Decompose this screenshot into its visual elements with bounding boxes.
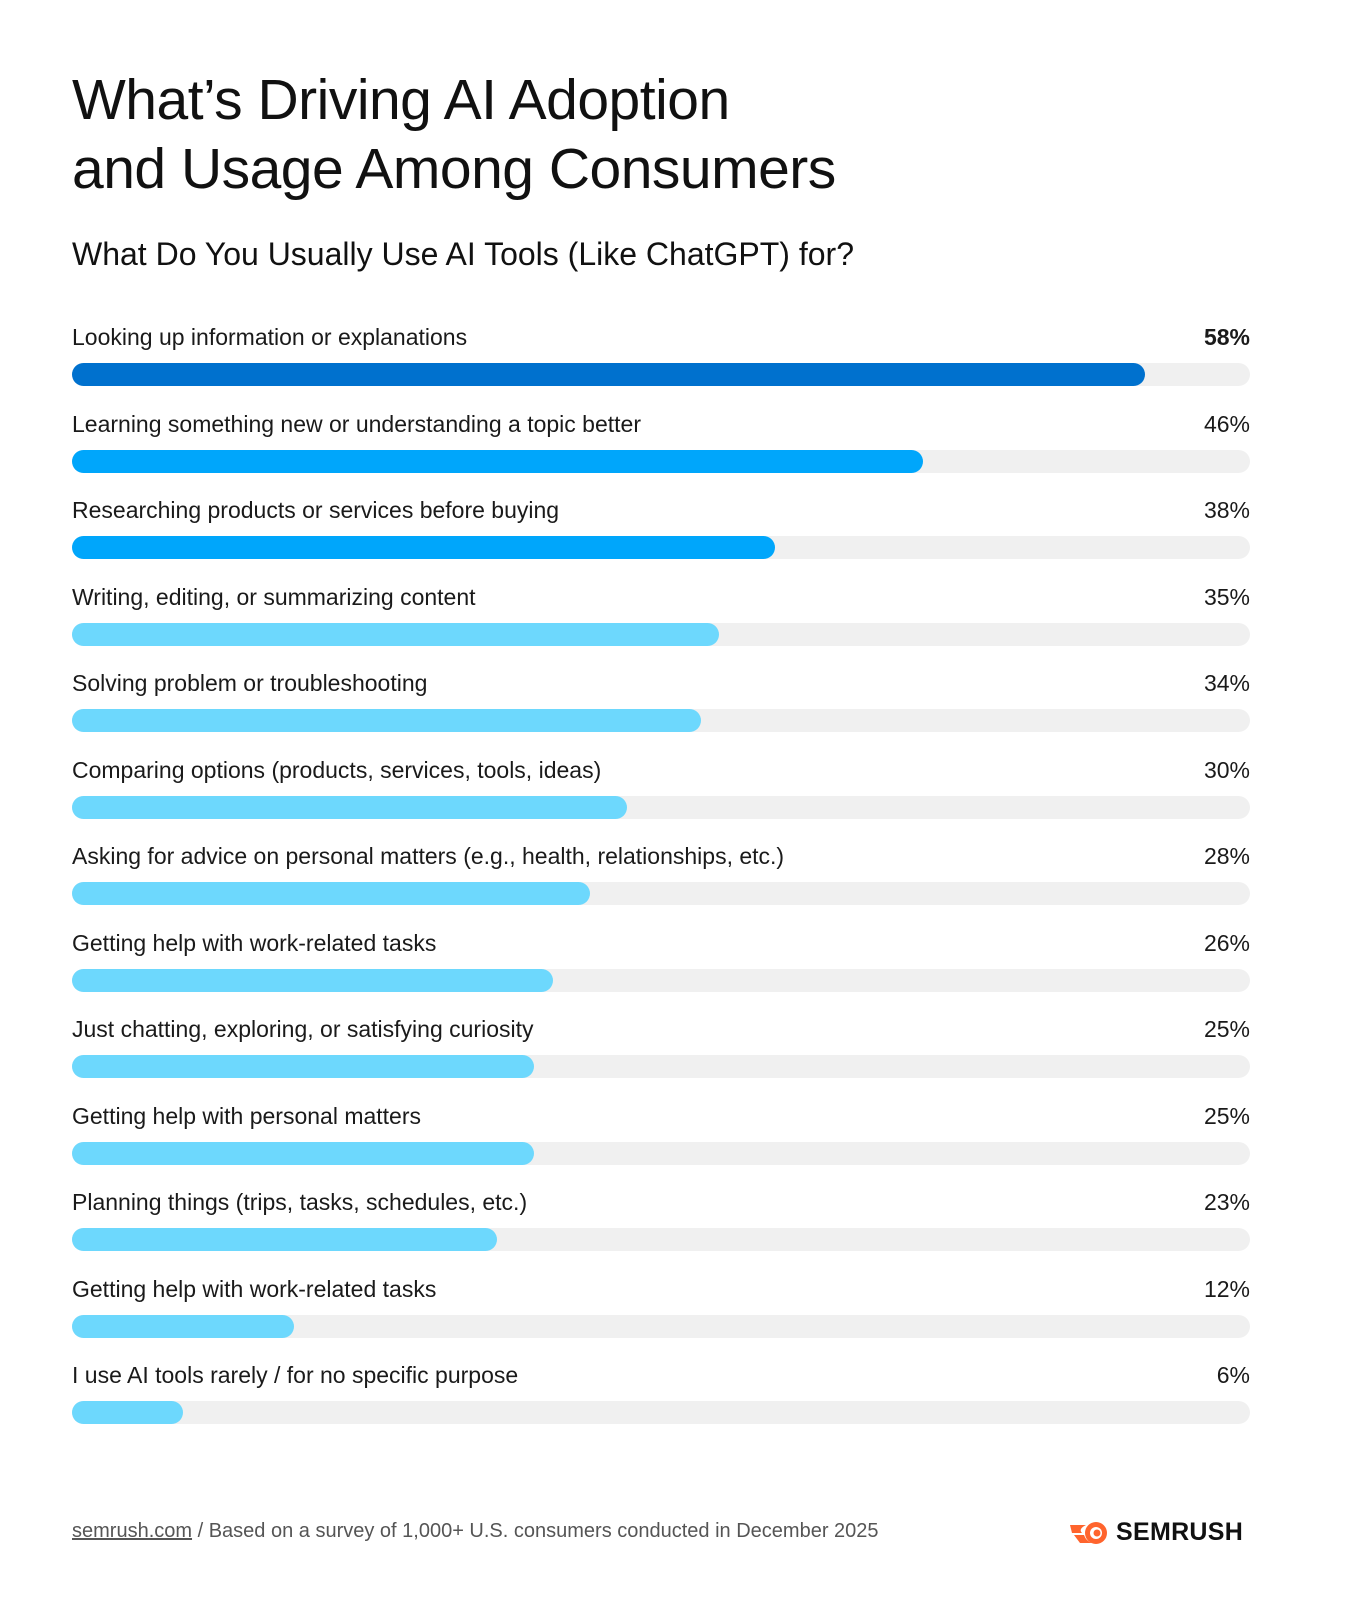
bar <box>72 795 627 819</box>
bar-track <box>72 1055 1250 1078</box>
bar-track <box>72 1314 1250 1338</box>
bar-row: Planning things (trips, tasks, schedules… <box>72 1187 1250 1274</box>
value-label: 30% <box>1203 756 1250 783</box>
semrush-fire-icon <box>1070 1521 1107 1544</box>
bar-row: I use AI tools rarely / for no specific … <box>72 1360 1250 1447</box>
category-label: Getting help with work-related tasks <box>72 929 437 956</box>
category-label: Looking up information or explanations <box>72 324 468 350</box>
bar-track <box>72 1228 1250 1251</box>
bar <box>72 1141 535 1165</box>
bar-track <box>72 709 1250 732</box>
category-label: Asking for advice on personal matters (e… <box>72 843 785 869</box>
value-label: 46% <box>1203 410 1250 437</box>
bar-row: Looking up information or explanations 58… <box>72 322 1250 409</box>
value-label: 28% <box>1203 843 1250 869</box>
bar <box>72 1401 183 1424</box>
bar <box>72 968 553 992</box>
bar <box>72 709 701 732</box>
bar <box>72 1055 535 1078</box>
chart-subtitle: What Do You Usually Use AI Tools (Like C… <box>72 236 854 272</box>
bar-row: Just chatting, exploring, or satisfying … <box>72 1014 1250 1101</box>
bar <box>72 536 775 559</box>
source-link[interactable]: semrush.com <box>72 1520 193 1542</box>
page-title: What’s Driving AI Adoption and Usage Amon… <box>72 66 836 204</box>
bar-row: Getting help with personal matters 25% <box>72 1101 1250 1188</box>
bar-track <box>72 622 1250 646</box>
category-label: I use AI tools rarely / for no specific … <box>72 1362 519 1388</box>
value-label: 58% <box>1203 324 1250 350</box>
bar-row: Solving problem or troubleshooting 34% <box>72 668 1250 755</box>
bar-row: Getting help with work-related tasks 12% <box>72 1274 1250 1361</box>
value-label: 35% <box>1203 583 1250 610</box>
bar-track <box>72 1141 1250 1165</box>
bar-track <box>72 795 1250 819</box>
bar <box>72 882 590 905</box>
bar-row: Learning something new or understanding … <box>72 409 1250 496</box>
category-label: Solving problem or troubleshooting <box>72 670 428 696</box>
footer: semrush.com / Based on a survey of 1,000… <box>72 1520 879 1543</box>
bar-track <box>72 449 1250 473</box>
bar <box>72 622 720 646</box>
category-label: Getting help with personal matters <box>72 1102 422 1129</box>
value-label: 34% <box>1203 670 1250 696</box>
bar-row: Getting help with work-related tasks 26% <box>72 928 1250 1015</box>
bar <box>72 1228 498 1251</box>
category-label: Learning something new or understanding … <box>72 410 641 437</box>
value-label: 26% <box>1203 929 1250 956</box>
bar-row: Researching products or services before … <box>72 495 1250 582</box>
bar <box>72 363 1145 386</box>
semrush-logo: SEMRUSH <box>1068 1518 1243 1547</box>
category-label: Getting help with work-related tasks <box>72 1275 437 1302</box>
category-label: Researching products or services before … <box>72 497 560 523</box>
title-line-2: and Usage Among Consumers <box>72 137 836 201</box>
bar-track <box>72 1401 1250 1424</box>
category-label: Planning things (trips, tasks, schedules… <box>72 1189 528 1215</box>
value-label: 25% <box>1203 1016 1250 1042</box>
bar-row: Asking for advice on personal matters (e… <box>72 841 1250 928</box>
category-label: Comparing options (products, services, t… <box>72 756 602 783</box>
bar-chart: Looking up information or explanations 58… <box>72 322 1250 1447</box>
value-label: 12% <box>1203 1275 1250 1302</box>
value-label: 23% <box>1203 1189 1250 1215</box>
bar-track <box>72 536 1250 559</box>
bar-track <box>72 363 1250 386</box>
category-label: Writing, editing, or summarizing content <box>72 583 476 610</box>
bar <box>72 449 923 473</box>
category-label: Just chatting, exploring, or satisfying … <box>72 1016 534 1042</box>
source-note: / Based on a survey of 1,000+ U.S. consu… <box>192 1520 879 1542</box>
bar-row: Comparing options (products, services, t… <box>72 755 1250 842</box>
value-label: 38% <box>1203 497 1250 523</box>
bar-track <box>72 968 1250 992</box>
bar <box>72 1314 294 1338</box>
title-line-1: What’s Driving AI Adoption <box>72 68 730 132</box>
value-label: 25% <box>1203 1102 1250 1129</box>
bar-track <box>72 882 1250 905</box>
logo-text: SEMRUSH <box>1116 1518 1244 1546</box>
value-label: 6% <box>1216 1362 1250 1388</box>
bar-row: Writing, editing, or summarizing content… <box>72 582 1250 669</box>
